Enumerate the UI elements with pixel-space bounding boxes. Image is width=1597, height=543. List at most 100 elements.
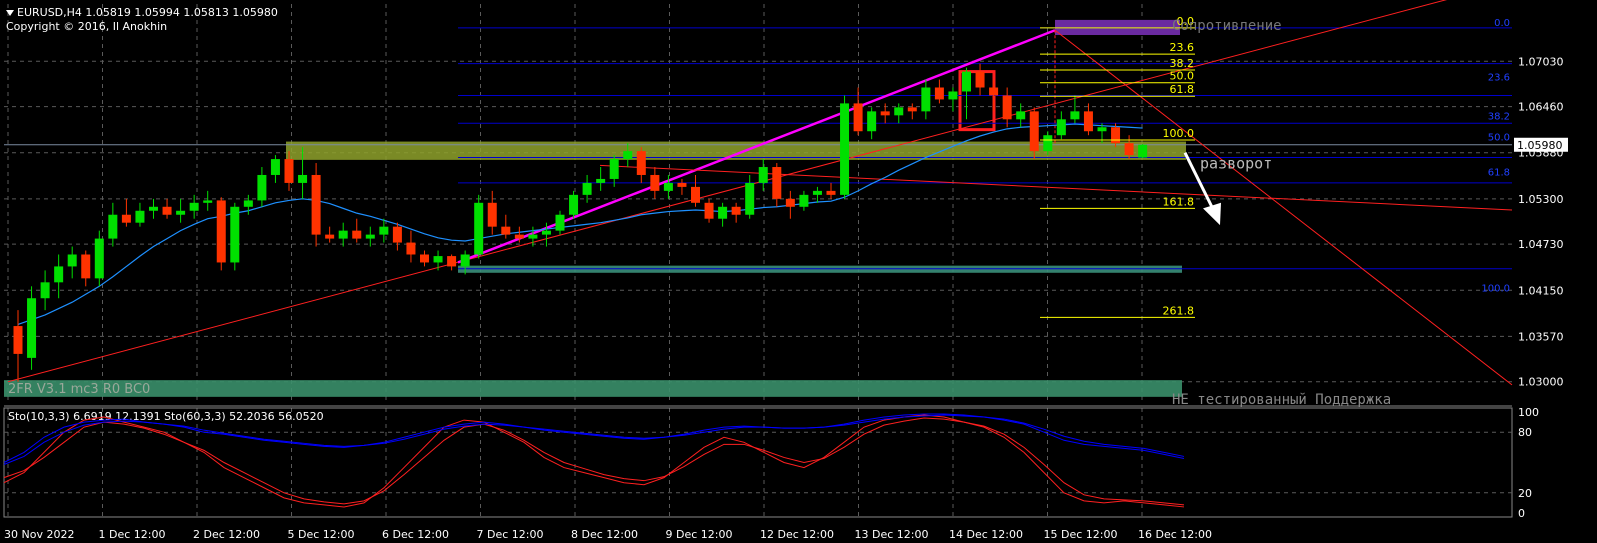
- candle-body: [270, 159, 280, 175]
- price-tick: 1.07030: [1518, 55, 1564, 68]
- candle-body: [975, 71, 985, 88]
- price-tick: 1.03000: [1518, 376, 1564, 389]
- candle: [13, 310, 23, 382]
- resistance-zone: [286, 141, 1186, 160]
- fib-far-label: 100.0: [1481, 283, 1510, 294]
- candle-body: [894, 107, 904, 116]
- current-price-label: 1.05980: [1517, 139, 1563, 152]
- candle: [1070, 95, 1080, 124]
- candle-body: [149, 206, 158, 211]
- candle-body: [1056, 119, 1066, 136]
- candle-body: [338, 230, 348, 239]
- candle: [528, 226, 538, 247]
- candle: [541, 222, 551, 247]
- stoch-title: Sto(10,3,3) 6.6919 12.1391 Sto(60,3,3) 5…: [8, 410, 324, 423]
- chart-header: EURUSD,H4 1.05819 1.05994 1.05813 1.0598…: [6, 6, 278, 34]
- candle: [81, 250, 91, 287]
- candle: [216, 197, 226, 271]
- candles: [13, 63, 1148, 382]
- candle-body: [514, 234, 524, 239]
- candle-body: [189, 202, 199, 211]
- candle-body: [555, 214, 565, 231]
- candle: [352, 218, 362, 243]
- candle: [121, 198, 131, 227]
- candle: [785, 190, 795, 219]
- candle-body: [582, 182, 592, 195]
- candle: [108, 202, 118, 247]
- candle: [257, 167, 267, 207]
- candle-body: [596, 178, 606, 183]
- candle: [663, 174, 673, 199]
- symbol-line: EURUSD,H4 1.05819 1.05994 1.05813 1.0598…: [17, 6, 278, 19]
- candle: [27, 286, 37, 370]
- candle-body: [203, 200, 213, 203]
- candle-body: [365, 234, 375, 239]
- candle-body: [325, 234, 335, 239]
- candle-body: [420, 254, 429, 263]
- fib-far-label: 61.8: [1488, 167, 1510, 178]
- time-tick: 7 Dec 12:00: [477, 528, 544, 541]
- candle: [40, 270, 50, 311]
- candle: [379, 218, 389, 243]
- candle: [365, 226, 375, 247]
- stoch-tick: 0: [1518, 507, 1525, 520]
- candle: [338, 222, 348, 247]
- candle: [189, 194, 199, 219]
- trend-line: [599, 164, 1513, 211]
- candle-body: [94, 238, 104, 279]
- candle: [514, 226, 524, 243]
- candle: [406, 230, 416, 263]
- candle-body: [1016, 111, 1026, 120]
- axes: 1.070301.064601.058801.053001.047301.041…: [4, 55, 1568, 541]
- stoch-tick: 80: [1518, 426, 1532, 439]
- candle-body: [704, 202, 714, 219]
- candle: [1016, 103, 1026, 128]
- candle-body: [1043, 135, 1053, 152]
- candle-body: [758, 167, 768, 183]
- candle-body: [826, 190, 836, 195]
- candle-body: [1070, 111, 1080, 120]
- candle: [609, 155, 619, 187]
- fib-label: 261.8: [1163, 304, 1195, 317]
- candle: [772, 163, 782, 207]
- candle: [1083, 103, 1093, 136]
- stoch-line: [3, 414, 1185, 508]
- candle-body: [636, 151, 646, 175]
- candle-body: [623, 151, 633, 160]
- candle: [650, 167, 660, 199]
- candle-body: [799, 194, 809, 207]
- candle-body: [962, 71, 971, 92]
- candle: [569, 190, 579, 219]
- candle-body: [81, 254, 91, 279]
- candle-body: [67, 254, 77, 267]
- candle: [758, 159, 768, 191]
- arrow-head-icon: [1203, 202, 1221, 226]
- candle-body: [108, 214, 118, 239]
- candle-body: [1111, 127, 1121, 144]
- candle: [1002, 87, 1012, 128]
- candle: [1056, 111, 1066, 140]
- candle-body: [989, 87, 999, 96]
- candle: [460, 250, 470, 275]
- candle-body: [284, 159, 294, 183]
- candle: [907, 103, 917, 120]
- fib-label: 0.0: [1177, 15, 1195, 28]
- moving-average: [17, 123, 1143, 326]
- candle-body: [718, 206, 728, 219]
- dropdown-triangle-icon[interactable]: [6, 10, 14, 16]
- candle: [1111, 123, 1121, 148]
- candle-body: [691, 186, 700, 203]
- candle: [243, 194, 253, 215]
- candle: [54, 254, 64, 299]
- candle-body: [121, 214, 131, 223]
- candle-body: [162, 206, 172, 215]
- candle: [867, 107, 877, 140]
- time-tick: 15 Dec 12:00: [1044, 528, 1118, 541]
- candle: [149, 198, 158, 219]
- time-tick: 30 Nov 2022: [4, 528, 74, 541]
- reversal-arrow: [1183, 152, 1217, 214]
- candle: [1029, 107, 1039, 160]
- candle-body: [216, 200, 226, 263]
- candle: [934, 79, 944, 104]
